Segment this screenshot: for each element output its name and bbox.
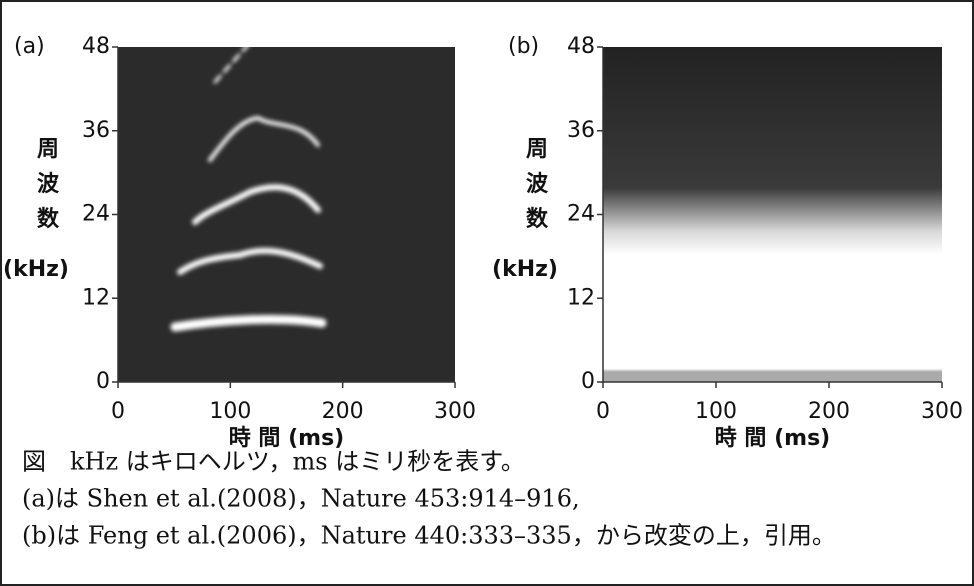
y-axis-label: 周	[37, 137, 59, 162]
y-tick-label: 12	[567, 285, 595, 310]
x-tick-label: 0	[596, 399, 610, 424]
panel-label: (b)	[508, 34, 539, 59]
spectrogram-a	[118, 47, 455, 382]
harmonics	[170, 43, 327, 332]
y-tick-label: 48	[567, 34, 595, 59]
caption: (a)は Shen et al.(2008)，Nature 453:914–91…	[22, 485, 580, 513]
x-tick-label: 200	[322, 399, 364, 424]
x-axis-label: 時 間 (ms)	[229, 426, 344, 451]
y-axis-label: 波	[37, 172, 60, 197]
spectrogram-b	[603, 47, 942, 382]
y-axis-label: (kHz)	[492, 257, 558, 282]
y-tick-label: 0	[96, 369, 110, 394]
x-axis-label: 時 間 (ms)	[715, 426, 830, 451]
x-tick-label: 100	[695, 399, 737, 424]
y-tick-label: 36	[82, 118, 110, 143]
y-axis-label: 数	[526, 206, 549, 232]
x-tick-label: 300	[921, 399, 963, 424]
x-tick-label: 0	[111, 399, 125, 424]
y-axis-label: 周	[526, 137, 548, 162]
x-tick-label: 200	[808, 399, 850, 424]
x-tick-label: 300	[434, 399, 476, 424]
y-axis-label: 波	[526, 172, 549, 197]
panel-label: (a)	[14, 34, 45, 59]
x-tick-label: 100	[209, 399, 251, 424]
y-tick-label: 12	[82, 285, 110, 310]
y-tick-label: 0	[581, 369, 595, 394]
caption: (b)は Feng et al.(2006)，Nature 440:333–33…	[22, 522, 836, 550]
caption: 図 kHz はキロヘルツ，ms はミリ秒を表す。	[22, 448, 525, 476]
y-axis-label: (kHz)	[3, 257, 69, 282]
y-tick-label: 24	[82, 202, 110, 227]
y-tick-label: 24	[567, 202, 595, 227]
y-tick-label: 48	[82, 34, 110, 59]
y-tick-label: 36	[567, 118, 595, 143]
y-axis-label: 数	[37, 206, 60, 232]
